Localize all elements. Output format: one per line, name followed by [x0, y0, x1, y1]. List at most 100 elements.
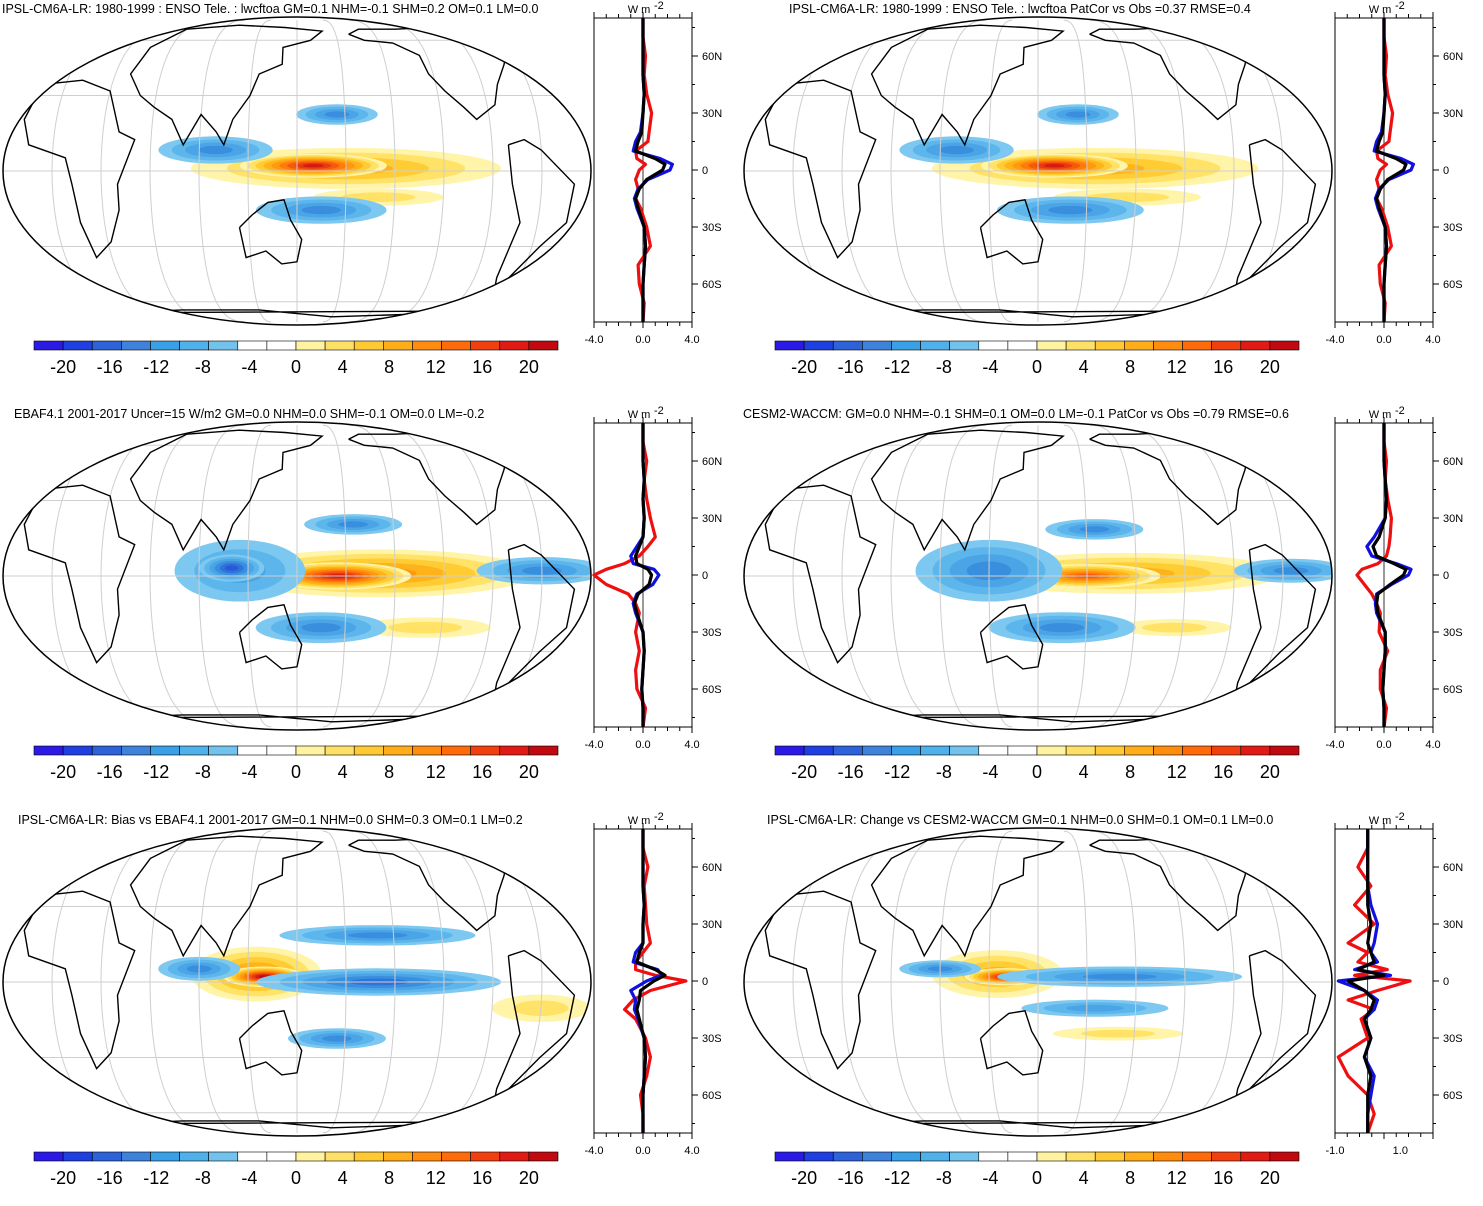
colorbar-swatch	[1094, 745, 1125, 756]
series-line-red	[592, 423, 657, 728]
colorbar-swatch	[121, 1151, 151, 1162]
y-tick-label: 30N	[1443, 108, 1463, 120]
colorbar-label: 20	[519, 1168, 539, 1188]
colorbar-swatch	[832, 1151, 863, 1162]
coastline	[1233, 138, 1317, 296]
colorbar-swatch	[266, 1151, 297, 1162]
colorbar-label: -20	[50, 1168, 76, 1188]
colorbar-swatch	[1211, 1151, 1242, 1162]
colorbar-swatch	[862, 1151, 892, 1162]
series-line-model	[634, 18, 667, 322]
colorbar-swatch	[528, 340, 559, 351]
colorbar-swatch	[891, 340, 921, 351]
colorbar-swatch	[832, 340, 863, 351]
map-clipped	[3, 830, 591, 1134]
colorbar-swatch	[266, 745, 297, 756]
panel-5: IPSL-CM6A-LR: Bias vs EBAF4.1 2001-2017 …	[0, 811, 741, 1206]
map-clipped	[744, 424, 1332, 728]
colorbar-label: -12	[884, 357, 910, 377]
units-label: W m	[1369, 815, 1392, 827]
colorbar-swatch	[353, 1151, 384, 1162]
y-tick-label: 0	[702, 976, 708, 988]
colorbar-swatch	[1007, 340, 1038, 351]
colorbar-swatch	[383, 1151, 413, 1162]
cool-anomaly-patch	[1039, 622, 1085, 633]
colorbar-swatch	[1240, 745, 1271, 756]
x-tick-label: 1.0	[1393, 1145, 1408, 1157]
colorbar-swatch	[470, 340, 501, 351]
colorbar-label: 12	[426, 1168, 446, 1188]
series-line-model	[1375, 18, 1408, 322]
colorbar-swatch	[412, 745, 442, 756]
coastline	[23, 484, 136, 664]
colorbar-label: -12	[143, 1168, 169, 1188]
coastline	[979, 1010, 1044, 1076]
colorbar-swatch	[832, 745, 863, 756]
colorbar-swatch	[324, 340, 355, 351]
cool-anomaly-patch	[939, 145, 974, 155]
colorbar-label: -16	[838, 357, 864, 377]
panel-title: IPSL-CM6A-LR: 1980-1999 : ENSO Tele. : l…	[2, 2, 539, 16]
colorbar-swatch	[1182, 745, 1212, 756]
cool-anomaly-patch	[1273, 567, 1309, 575]
units-label: W m	[628, 4, 651, 16]
colorbar-label: -4	[241, 1168, 257, 1188]
coastline	[23, 890, 136, 1070]
coastline	[870, 24, 1065, 147]
colorbar-swatch	[324, 745, 355, 756]
colorbar-label: 16	[1213, 357, 1233, 377]
units-label: W m	[1369, 409, 1392, 421]
cool-anomaly-patch	[198, 145, 233, 155]
cool-anomaly-patch	[1082, 973, 1157, 980]
cool-anomaly-patch	[1048, 205, 1093, 215]
colorbar-label: 4	[338, 762, 348, 782]
coastline	[238, 199, 303, 265]
colorbar-swatch	[324, 1151, 355, 1162]
x-tick-label: 0.0	[1376, 739, 1391, 751]
colorbar-swatch	[295, 745, 326, 756]
y-tick-label: 30N	[702, 919, 722, 931]
cool-anomaly-patch	[1079, 526, 1110, 533]
colorbar-swatch	[121, 340, 151, 351]
cool-anomaly-patch	[301, 622, 341, 633]
coastline	[764, 79, 877, 259]
x-tick-label: -4.0	[1326, 739, 1345, 751]
colorbar-label: -12	[884, 762, 910, 782]
colorbar-swatch	[33, 340, 64, 351]
colorbar-swatch	[1036, 745, 1067, 756]
colorbar-swatch	[949, 1151, 980, 1162]
colorbar-swatch	[208, 745, 239, 756]
colorbar-label: 4	[338, 1168, 348, 1188]
colorbar-label: -16	[838, 762, 864, 782]
colorbar-label: 8	[1125, 762, 1135, 782]
colorbar-label: -4	[982, 762, 998, 782]
y-tick-label: 30N	[1443, 919, 1463, 931]
colorbar-label: -8	[936, 357, 952, 377]
coastline	[1233, 543, 1317, 701]
y-tick-label: 30N	[702, 108, 722, 120]
colorbar-label: -8	[195, 357, 211, 377]
map-outline	[2, 16, 592, 326]
colorbar-swatch	[978, 745, 1009, 756]
colorbar-swatch	[862, 340, 892, 351]
colorbar-swatch	[774, 745, 805, 756]
colorbar-swatch	[1065, 340, 1096, 351]
colorbar-label: -12	[143, 762, 169, 782]
zonal-profile: -1.0 1.0 W m -2 60N 30N 0 30S 60S	[1326, 811, 1464, 1157]
colorbar-swatch	[33, 1151, 64, 1162]
colorbar-label: -4	[241, 762, 257, 782]
colorbar-label: 8	[384, 762, 394, 782]
colorbar-label: -20	[791, 357, 817, 377]
colorbar-label: 20	[519, 762, 539, 782]
colorbar-swatch	[978, 340, 1009, 351]
colorbar-swatch	[774, 340, 805, 351]
coastline	[238, 604, 303, 670]
map-clipped	[744, 830, 1332, 1134]
units-exponent: -2	[654, 811, 664, 823]
colorbar-label: 16	[472, 1168, 492, 1188]
series-line-model	[635, 829, 667, 1133]
coastline	[129, 835, 324, 958]
y-tick-label: 30N	[702, 513, 722, 525]
colorbar-label: -20	[791, 762, 817, 782]
